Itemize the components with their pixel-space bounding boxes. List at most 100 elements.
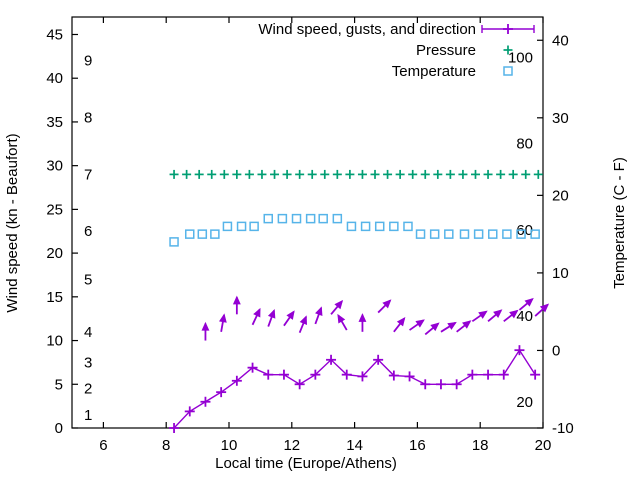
temperature-point: [291, 213, 302, 224]
plot-frame: [71, 16, 544, 429]
temperature-point: [473, 229, 484, 239]
pressure-point: [521, 169, 531, 179]
wind-point: [278, 369, 289, 380]
beaufort-label-3: 3: [84, 354, 92, 371]
pressure-point: [169, 169, 179, 179]
gust-arrow: [298, 315, 308, 334]
series-temperature: [169, 213, 540, 247]
wind-point: [357, 371, 368, 382]
x-tick-12: 12: [283, 437, 300, 454]
wind-point: [514, 345, 525, 356]
legend-swatch-temperature: [503, 66, 513, 76]
pressure-point: [383, 169, 393, 179]
pressure-point: [357, 169, 367, 179]
gust-arrow: [314, 306, 323, 325]
pressure-point: [244, 169, 254, 179]
gust-arrow: [283, 310, 295, 327]
temperature-point: [459, 229, 470, 239]
data-series: [169, 169, 550, 433]
beaufort-label-1: 1: [84, 407, 92, 424]
pressure-point: [219, 169, 229, 179]
gust-arrow: [393, 317, 406, 333]
temperature-point: [249, 221, 259, 232]
x-tick-16: 16: [409, 437, 426, 454]
wind-point: [294, 379, 305, 390]
chart-legend: Wind speed, gusts, and direction Pressure…: [258, 21, 535, 80]
wind-point: [263, 369, 274, 380]
pressure-point: [408, 169, 418, 179]
gust-arrow: [218, 313, 227, 332]
wind-point: [200, 396, 211, 407]
fahrenheit-label-40: 40: [516, 308, 533, 325]
temperature-point: [236, 221, 247, 232]
x-axis-title: Local time (Europe/Athens): [215, 455, 397, 472]
beaufort-label-4: 4: [84, 324, 92, 341]
pressure-point: [270, 169, 280, 179]
beaufort-label-9: 9: [84, 53, 92, 70]
gust-arrow: [267, 308, 276, 327]
wind-point: [404, 371, 415, 382]
beaufort-label-7: 7: [84, 166, 92, 183]
x-tick-6: 6: [99, 437, 107, 454]
wind-point: [184, 406, 195, 417]
gust-arrow: [377, 299, 392, 314]
y-left-tick-25: 25: [46, 201, 63, 218]
pressure-point: [332, 169, 342, 179]
pressure-point: [496, 169, 506, 179]
temperature-point: [332, 213, 343, 224]
series-gusts: [201, 295, 550, 341]
y-left-tick-45: 45: [46, 26, 63, 43]
pressure-point: [458, 169, 468, 179]
gust-arrow: [424, 322, 440, 336]
x-tick-10: 10: [221, 437, 238, 454]
legend-label-1: Pressure: [416, 42, 476, 59]
temperature-point: [488, 229, 498, 239]
pressure-point: [232, 169, 242, 179]
pressure-point: [483, 169, 493, 179]
wind-point: [326, 354, 337, 365]
y-left-tick-20: 20: [46, 245, 63, 262]
x-tick-14: 14: [346, 437, 363, 454]
beaufort-label-5: 5: [84, 271, 92, 288]
pressure-point: [470, 169, 480, 179]
y-left-tick-30: 30: [46, 158, 63, 175]
temperature-point: [185, 229, 195, 239]
y-left-tick-35: 35: [46, 114, 63, 131]
temperature-point: [263, 213, 273, 224]
gust-arrow: [358, 313, 367, 332]
gust-arrow: [337, 313, 348, 331]
wind-point: [451, 379, 462, 390]
y-left-tick-10: 10: [46, 333, 63, 350]
legend-label-0: Wind speed, gusts, and direction: [258, 21, 476, 38]
y-left-tick-15: 15: [46, 289, 63, 306]
pressure-point: [194, 169, 204, 179]
y-axis-left-ticks: 0 5 10 15 20 25 30 35 40 45: [46, 26, 78, 437]
fahrenheit-label-80: 80: [516, 136, 533, 153]
y-left-tick-40: 40: [46, 70, 63, 87]
legend-plus: [503, 24, 513, 34]
gust-arrow: [409, 319, 425, 331]
temperature-point: [429, 229, 440, 239]
gust-arrow: [456, 320, 472, 333]
wind-point: [231, 375, 242, 386]
pressure-point: [207, 169, 217, 179]
wind-point: [435, 379, 446, 390]
beaufort-label-6: 6: [84, 223, 92, 240]
y-axis-right-ticks: -10 0 10 20 30 40: [537, 32, 574, 437]
y-right-tick-30: 30: [552, 110, 569, 127]
pressure-point: [320, 169, 330, 179]
temperature-point: [318, 213, 328, 224]
gust-arrow: [201, 321, 210, 341]
gust-arrow: [487, 309, 503, 323]
wind-point: [373, 354, 384, 365]
pressure-point: [533, 169, 543, 179]
pressure-point: [307, 169, 317, 179]
temperature-point: [530, 229, 540, 239]
y-right-tick--10: -10: [552, 420, 574, 437]
x-tick-8: 8: [162, 437, 170, 454]
gust-arrow: [503, 309, 519, 323]
pressure-point: [282, 169, 292, 179]
